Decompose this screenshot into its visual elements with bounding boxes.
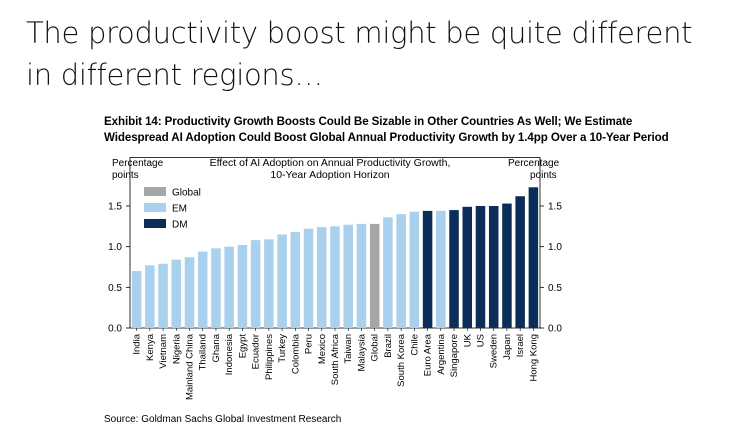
bar-nigeria xyxy=(171,259,182,328)
bar-euro-area xyxy=(422,210,433,328)
chart-title-line1: Effect of AI Adoption on Annual Producti… xyxy=(210,157,451,169)
chart-title-line2: 10-Year Adoption Horizon xyxy=(270,169,389,181)
y-tick-label-left: 1.5 xyxy=(108,202,122,213)
bar-chile xyxy=(409,211,420,328)
bar-argentina xyxy=(436,210,446,328)
x-tick-label: Ecuador xyxy=(251,334,262,369)
chart-axes: 0.0 0.0 0.5 0.5 1.0 1.0 1.5 1.5 xyxy=(108,157,562,335)
exhibit-title-line2: Widespread AI Adoption Could Boost Globa… xyxy=(104,131,669,144)
bar-mexico xyxy=(317,227,327,328)
x-tick-label: Vietnam xyxy=(158,334,169,369)
bar-hong-kong xyxy=(528,187,539,328)
bar-thailand xyxy=(197,251,208,328)
bar-philippines xyxy=(264,239,274,328)
x-tick-label: UK xyxy=(462,333,473,347)
bar-indonesia xyxy=(224,246,234,328)
x-tick-label: South Korea xyxy=(396,333,407,387)
y-axis-label-left-line1: Percentage xyxy=(112,158,164,169)
x-tick-label: Chile xyxy=(409,334,420,356)
bar-egypt xyxy=(237,245,248,328)
x-tick-label: South Africa xyxy=(330,333,341,385)
bar-global xyxy=(369,223,380,328)
bar-south-korea xyxy=(396,214,406,328)
exhibit-title: Exhibit 14: Productivity Growth Boosts C… xyxy=(104,114,734,146)
bar-israel xyxy=(515,196,525,328)
y-tick-label-right: 0.5 xyxy=(548,283,562,294)
bar-uk xyxy=(462,206,473,328)
source-note: Source: Goldman Sachs Global Investment … xyxy=(104,414,342,425)
bar-mainland-china xyxy=(184,257,195,328)
bar-kenya xyxy=(145,265,155,328)
bar-brazil xyxy=(383,217,393,328)
bar-south-africa xyxy=(330,226,340,328)
bar-peru xyxy=(303,228,314,328)
exhibit-title-line1: Exhibit 14: Productivity Growth Boosts C… xyxy=(104,115,633,128)
x-tick-label: Hong Kong xyxy=(528,334,539,382)
y-axis-label-left-line2: points xyxy=(112,170,139,181)
bar-us xyxy=(475,206,486,328)
bar-ghana xyxy=(211,248,221,328)
legend-label-em: EM xyxy=(172,204,187,215)
bar-india xyxy=(131,271,142,328)
bar-ecuador xyxy=(250,240,261,328)
x-tick-label: Malaysia xyxy=(356,333,367,371)
x-tick-label: Sweden xyxy=(489,334,500,368)
legend-swatch-em xyxy=(144,203,166,212)
bar-taiwan xyxy=(343,224,353,328)
chart-legend: Global EM DM xyxy=(144,187,201,231)
x-tick-label: Ghana xyxy=(211,333,222,362)
chart-bars xyxy=(131,187,539,328)
x-tick-label: Global xyxy=(370,334,381,361)
bar-singapore xyxy=(449,210,459,328)
x-tick-label: US xyxy=(475,334,486,347)
chart-x-labels: India Kenya Vietnam Nigeria Mainland China Th… xyxy=(132,333,540,400)
y-axis-label-right-line1: Percentage xyxy=(508,158,560,169)
x-tick-label: Brazil xyxy=(383,334,394,358)
x-tick-label: Colombia xyxy=(290,333,301,374)
y-axis-label-right-line2: points xyxy=(530,170,557,181)
x-tick-label: Israel xyxy=(515,334,526,357)
legend-label-dm: DM xyxy=(172,220,188,231)
bar-malaysia xyxy=(356,223,367,328)
x-tick-label: Indonesia xyxy=(224,333,235,375)
y-tick-label-left: 0.5 xyxy=(108,283,122,294)
bar-sweden xyxy=(488,206,499,328)
x-tick-label: Turkey xyxy=(277,334,288,363)
x-tick-label: Philippines xyxy=(264,334,275,380)
x-tick-label: Japan xyxy=(502,334,513,360)
x-tick-label: Taiwan xyxy=(343,334,354,364)
y-tick-label-left: 1.0 xyxy=(108,242,122,253)
legend-swatch-global xyxy=(144,187,166,196)
x-tick-label: Kenya xyxy=(145,333,156,361)
x-tick-label: Mexico xyxy=(317,334,328,364)
bar-colombia xyxy=(290,232,301,328)
x-tick-label: India xyxy=(132,333,143,354)
chart-titles: Effect of AI Adoption on Annual Producti… xyxy=(112,157,560,181)
x-tick-label: Mainland China xyxy=(185,333,196,400)
y-tick-label-left: 0.0 xyxy=(108,324,122,335)
bar-turkey xyxy=(277,234,287,328)
legend-swatch-dm xyxy=(144,219,166,228)
slide-title: The productivity boost might be quite di… xyxy=(26,16,693,92)
x-tick-label: Peru xyxy=(304,334,315,354)
legend-label-global: Global xyxy=(172,188,201,199)
x-tick-label: Thailand xyxy=(198,334,209,370)
x-tick-label: Argentina xyxy=(436,333,447,374)
y-tick-label-right: 1.5 xyxy=(548,202,562,213)
bar-japan xyxy=(502,203,512,328)
x-tick-label: Nigeria xyxy=(171,333,182,364)
x-tick-label: Egypt xyxy=(237,334,248,359)
x-tick-label: Euro Area xyxy=(423,333,434,376)
y-tick-label-right: 0.0 xyxy=(548,324,562,335)
bar-vietnam xyxy=(158,263,168,328)
y-tick-label-right: 1.0 xyxy=(548,242,562,253)
x-tick-label: Singapore xyxy=(449,334,460,377)
